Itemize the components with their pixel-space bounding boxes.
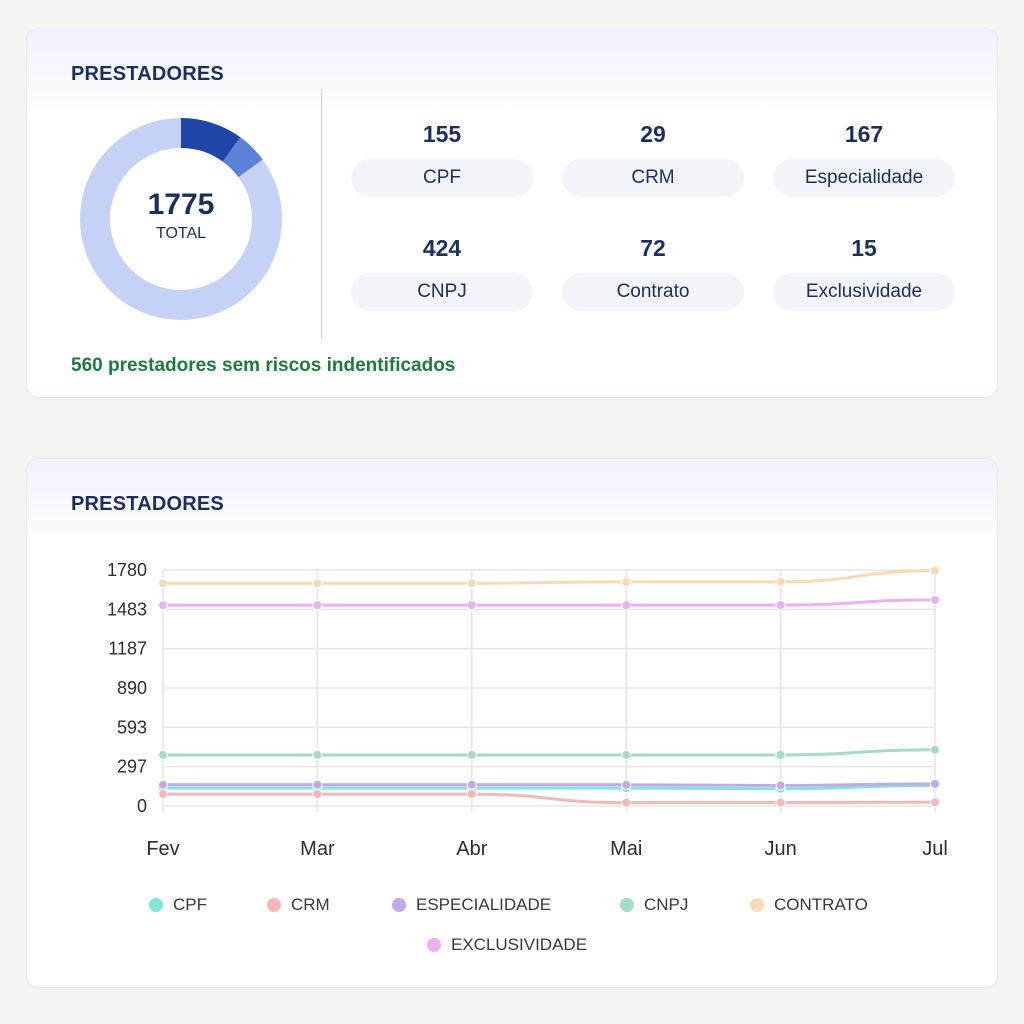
data-point-cnpj[interactable] (158, 749, 168, 760)
summary-title: PRESTADORES (71, 63, 224, 85)
y-tick-label: 0 (137, 796, 147, 816)
data-point-crm[interactable] (930, 797, 940, 808)
series-line-crm[interactable] (163, 792, 936, 805)
data-point-crm[interactable] (621, 797, 632, 808)
legend-label: CONTRATO (774, 895, 868, 914)
stat-label-pill[interactable]: Exclusividade (773, 273, 955, 311)
data-point-exclusividade[interactable] (930, 594, 940, 605)
stat-value: 29 (640, 121, 666, 147)
x-tick-label: Jul (922, 838, 948, 860)
data-point-crm[interactable] (775, 797, 786, 808)
data-point-crm[interactable] (158, 789, 168, 800)
total-donut-chart[interactable]: 1775 TOTAL (79, 117, 283, 321)
stat-value: 155 (422, 121, 462, 147)
y-tick-label: 593 (117, 717, 147, 737)
data-point-exclusividade[interactable] (158, 600, 168, 611)
legend-item-crm[interactable]: CRM (267, 895, 330, 915)
trend-card: PRESTADORES 1780 1483 1187 890 593 297 0 Fev Mar… (26, 458, 998, 988)
legend-dot-icon (267, 898, 281, 912)
legend-item-cnpj[interactable]: CNPJ (620, 895, 688, 915)
data-point-contrato[interactable] (775, 576, 786, 587)
data-point-cnpj[interactable] (775, 749, 786, 760)
vertical-divider (321, 89, 322, 339)
y-tick-label: 1187 (108, 639, 147, 659)
x-tick-label: Fev (146, 838, 179, 860)
data-point-exclusividade[interactable] (466, 600, 477, 611)
legend-label: CPF (173, 895, 207, 914)
legend-label: EXCLUSIVIDADE (451, 935, 588, 954)
stat-exclusividade: 15 Exclusividade (773, 235, 955, 315)
donut-svg (80, 118, 282, 320)
data-point-contrato[interactable] (930, 565, 940, 576)
legend-label: CNPJ (644, 895, 689, 914)
x-tick-label: Abr (456, 838, 487, 860)
data-point-crm[interactable] (312, 789, 323, 800)
legend-item-especialidade[interactable]: ESPECIALIDADE (392, 895, 551, 915)
legend-dot-icon (750, 898, 764, 912)
data-point-exclusividade[interactable] (775, 600, 786, 611)
series-line-especialidade[interactable] (162, 782, 936, 787)
stat-value: 72 (640, 235, 666, 261)
series-line-cnpj[interactable] (162, 748, 936, 757)
stat-cnpj: 424 CNPJ (351, 235, 533, 315)
data-point-exclusividade[interactable] (621, 600, 632, 611)
data-point-especialidade[interactable] (621, 779, 632, 790)
data-point-especialidade[interactable] (930, 778, 940, 789)
summary-card: PRESTADORES 1775 TOTAL 155 CPF 29 CRM 16… (26, 28, 998, 398)
data-point-contrato[interactable] (312, 578, 323, 589)
data-point-cnpj[interactable] (621, 749, 632, 760)
x-tick-label: Jun (764, 838, 796, 860)
y-tick-label: 1483 (107, 599, 147, 619)
trend-line-chart[interactable]: 1780 1483 1187 890 593 297 0 Fev Mar Abr Mai Jun Jul (27, 459, 998, 988)
data-point-especialidade[interactable] (775, 780, 786, 791)
data-point-contrato[interactable] (621, 576, 632, 587)
legend-item-cpf[interactable]: CPF (149, 895, 207, 915)
stat-cpf: 155 CPF (351, 121, 533, 201)
legend-item-exclusividade[interactable]: EXCLUSIVIDADE (427, 935, 587, 955)
legend-dot-icon (427, 938, 441, 952)
data-point-contrato[interactable] (466, 578, 477, 589)
series-line-contrato[interactable] (163, 569, 936, 585)
stat-value: 424 (422, 235, 462, 261)
data-point-cnpj[interactable] (312, 749, 323, 760)
stat-label-pill[interactable]: CNPJ (351, 273, 533, 311)
legend-item-contrato[interactable]: CONTRATO (750, 895, 868, 915)
legend-dot-icon (392, 898, 406, 912)
data-point-cnpj[interactable] (930, 744, 940, 755)
donut-segment-2[interactable] (80, 118, 282, 320)
data-point-especialidade[interactable] (312, 779, 323, 790)
legend-label: CRM (291, 895, 330, 914)
stat-label-pill[interactable]: Contrato (562, 273, 744, 311)
legend-dot-icon (149, 898, 163, 912)
donut-center: 1775 TOTAL (79, 117, 283, 321)
legend-dot-icon (620, 898, 634, 912)
stat-label-pill[interactable]: Especialidade (773, 159, 955, 197)
y-tick-label: 297 (117, 757, 147, 777)
x-tick-label: Mai (610, 838, 642, 860)
data-point-cnpj[interactable] (466, 749, 477, 760)
stat-label-pill[interactable]: CRM (562, 159, 744, 197)
legend-label: ESPECIALIDADE (416, 895, 552, 914)
data-point-contrato[interactable] (158, 578, 168, 589)
series-line-exclusividade[interactable] (163, 598, 936, 607)
stat-especialidade: 167 Especialidade (773, 121, 955, 201)
stat-contrato: 72 Contrato (562, 235, 744, 315)
data-point-especialidade[interactable] (466, 779, 477, 790)
data-point-especialidade[interactable] (158, 779, 168, 790)
stat-crm: 29 CRM (562, 121, 744, 201)
series-line-cpf[interactable] (163, 783, 936, 791)
total-label: TOTAL (155, 225, 207, 242)
trend-title: PRESTADORES (71, 493, 224, 515)
y-tick-label: 890 (117, 678, 147, 698)
stat-label-pill[interactable]: CPF (351, 159, 533, 197)
data-point-crm[interactable] (466, 789, 477, 800)
no-risk-message: 560 prestadores sem riscos indentificado… (71, 355, 456, 376)
x-tick-label: Mar (300, 838, 335, 860)
data-point-exclusividade[interactable] (312, 600, 323, 611)
stat-value: 167 (844, 121, 884, 147)
stat-value: 15 (851, 235, 877, 261)
total-value: 1775 (147, 188, 215, 221)
y-tick-label: 1780 (107, 560, 147, 580)
